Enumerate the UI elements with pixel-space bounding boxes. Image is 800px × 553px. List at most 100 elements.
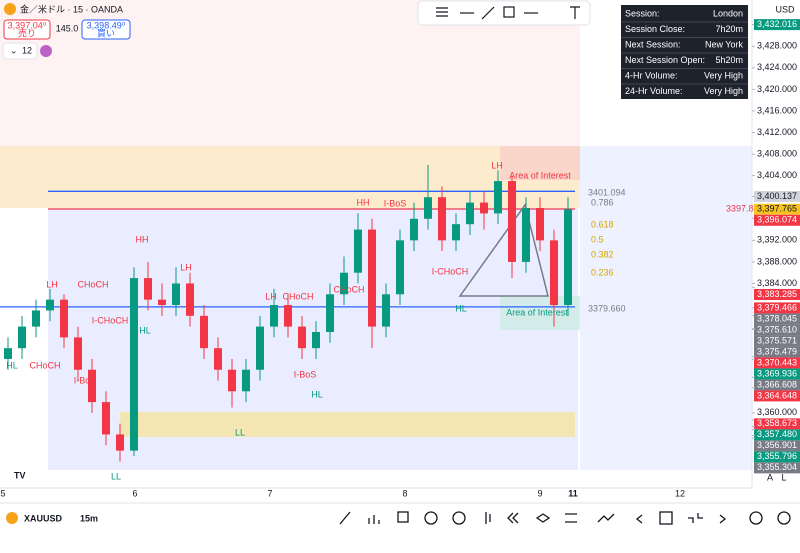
zone-supply <box>0 146 580 208</box>
y-tick-label: 3,392.000 <box>757 235 797 245</box>
session-key: Next Session: <box>625 39 681 49</box>
scale-log[interactable]: L <box>781 472 786 482</box>
session-key: Session Close: <box>625 24 685 34</box>
structure-label: CHoCH <box>29 360 60 370</box>
scale-auto[interactable]: A <box>767 472 773 482</box>
tool-indicators[interactable] <box>368 515 380 524</box>
spread: 145.0 <box>56 23 79 33</box>
y-tick-label: 3,375.479 <box>757 346 797 356</box>
price-tag <box>754 190 800 202</box>
tool-redo[interactable] <box>719 514 727 524</box>
price-tag <box>754 429 800 441</box>
candle-body <box>550 240 558 306</box>
y-tick-label: 3,375.610 <box>757 324 797 334</box>
tool-rect[interactable] <box>503 6 515 18</box>
candle-body <box>46 299 54 311</box>
structure-label: Area of Interest <box>506 307 568 317</box>
session-value: Very High <box>704 70 743 80</box>
symbol-title[interactable]: 金／米ドル · 15 · OANDA <box>20 3 123 14</box>
tool-chart-type[interactable] <box>485 512 491 524</box>
interval-dropdown[interactable] <box>2 42 38 60</box>
sell-button[interactable] <box>3 19 51 40</box>
tool-add[interactable] <box>424 511 438 525</box>
y-tick-label: 3,420.000 <box>757 84 797 94</box>
structure-label: Area of Interest <box>509 170 571 180</box>
y-tick-label: 3,364.648 <box>757 390 797 400</box>
candle-body <box>410 218 418 241</box>
y-tick-label: 3,384.000 <box>757 278 797 288</box>
tool-idea[interactable] <box>749 511 763 525</box>
structure-label: CHoCH <box>333 284 364 294</box>
logo: TV <box>14 470 26 480</box>
tool-replay[interactable] <box>507 512 519 524</box>
candle-body <box>354 229 362 273</box>
zone-demand <box>120 412 575 437</box>
x-tick-label: 6 <box>132 488 137 498</box>
session-value: Very High <box>704 86 743 96</box>
candle-body <box>200 315 208 349</box>
candle-body <box>494 181 502 214</box>
bottom-tools <box>339 511 791 525</box>
x-tick-label: 7 <box>267 488 272 498</box>
structure-label: I-BoS <box>294 369 317 379</box>
tool-text[interactable] <box>570 6 580 19</box>
tool-crosshair[interactable] <box>688 513 703 523</box>
tool-lines[interactable] <box>436 7 448 17</box>
candle-body <box>368 229 376 327</box>
candle-body <box>382 294 390 327</box>
tool-trend[interactable] <box>481 6 495 20</box>
y-tick-label: 3,424.000 <box>757 62 797 72</box>
sync-icon[interactable] <box>40 45 52 57</box>
tool-account[interactable] <box>777 511 791 525</box>
tool-layouts[interactable] <box>397 511 409 523</box>
structure-label: LH <box>180 262 192 272</box>
structure-label: I-CHoCH <box>432 266 469 276</box>
structure-label: HL <box>455 303 467 313</box>
x-tick-label: 12 <box>675 488 685 498</box>
y-tick-label: 3,428.000 <box>757 41 797 51</box>
y-tick-label: 3,357.480 <box>757 429 797 439</box>
candle-body <box>172 283 180 306</box>
session-key: 4-Hr Volume: <box>625 70 678 80</box>
session-key: 24-Hr Volume: <box>625 86 683 96</box>
y-tick-label: 3,408.000 <box>757 148 797 158</box>
candle-body <box>60 299 68 338</box>
structure-label: LH <box>46 279 58 289</box>
session-value: 5h20m <box>715 55 743 65</box>
candle-body <box>158 299 166 306</box>
structure-label: I-BoS <box>74 375 97 385</box>
level-label: 3401.094 <box>588 188 626 198</box>
y-tick-label: 3,369.936 <box>757 368 797 378</box>
tool-pen[interactable] <box>339 511 351 525</box>
candle-body <box>452 224 460 241</box>
tool-settings[interactable] <box>565 513 577 523</box>
price-tag <box>754 357 800 369</box>
candle-body <box>256 326 264 370</box>
tool-compare[interactable] <box>597 513 615 523</box>
dropdown-caret: ⌄ <box>10 45 18 55</box>
structure-label: LH <box>491 160 503 170</box>
candle-body <box>284 305 292 327</box>
footer-interval[interactable]: 15m <box>80 513 98 523</box>
candle-body <box>4 348 12 359</box>
session-key: Next Session Open: <box>625 55 705 65</box>
y-tick-label: 3,396.074 <box>757 215 797 225</box>
footer-symbol-icon <box>6 512 18 524</box>
tool-objects[interactable] <box>535 513 551 523</box>
interval-count: 12 <box>22 45 32 55</box>
tool-undo[interactable] <box>635 514 643 524</box>
session-key: Session: <box>625 8 660 18</box>
y-tick-label: 3,358.673 <box>757 418 797 428</box>
fib-label: 0.236 <box>591 267 614 277</box>
buy-button[interactable] <box>81 19 131 40</box>
x-tick-label: 11 <box>568 488 578 498</box>
price-tag <box>754 379 800 391</box>
candle-body <box>144 278 152 300</box>
tool-alert[interactable] <box>452 511 466 525</box>
candle-body <box>116 434 124 451</box>
session-value: 7h20m <box>715 24 743 34</box>
tool-fullscreen[interactable] <box>659 511 673 525</box>
footer-symbol[interactable]: XAUUSD <box>24 513 63 523</box>
price-tag <box>754 203 800 215</box>
candle-body <box>326 294 334 332</box>
